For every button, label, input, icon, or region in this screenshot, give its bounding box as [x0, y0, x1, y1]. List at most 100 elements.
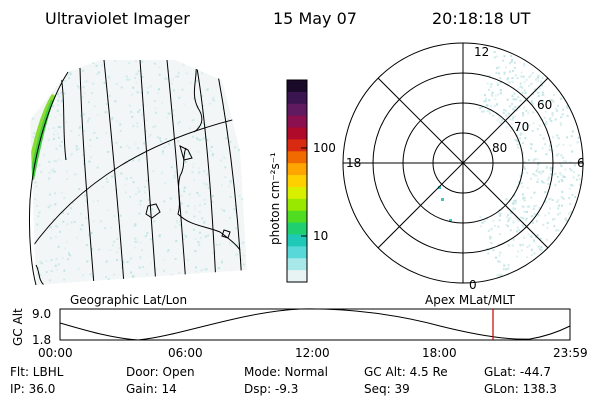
polar-speckle-dot	[548, 212, 551, 215]
geo-speckle-dot	[156, 136, 159, 139]
polar-speckle-dot	[481, 106, 484, 109]
polar-speckle-dot	[489, 112, 492, 115]
polar-speckle-dot	[569, 167, 572, 170]
geo-speckle-dot	[210, 285, 212, 287]
polar-speckle-dot	[497, 243, 500, 246]
geo-speckle-dot	[44, 83, 47, 86]
geo-speckle-dot	[197, 150, 200, 153]
geo-speckle-dot	[57, 158, 60, 161]
polar-speckle-dot	[537, 178, 540, 181]
geo-speckle-dot	[116, 259, 118, 262]
geo-speckle-dot	[213, 68, 216, 71]
geo-speckle-dot	[140, 241, 143, 244]
geo-speckle-dot	[154, 268, 157, 271]
geo-speckle-dot	[76, 85, 79, 88]
geo-speckle-dot	[142, 266, 144, 269]
polar-speckle-dot	[562, 108, 565, 111]
polar-speckle-dot	[512, 220, 515, 223]
mlt-label-18: 18	[346, 156, 361, 170]
geo-speckle-dot	[77, 147, 80, 150]
geo-speckle-dot	[34, 198, 37, 201]
geo-speckle-dot	[223, 209, 226, 212]
geo-speckle-dot	[241, 176, 243, 179]
polar-speckle-dot	[559, 97, 562, 100]
geo-speckle-dot	[248, 221, 250, 223]
geo-speckle-dot	[221, 259, 223, 262]
geo-speckle-dot	[30, 110, 31, 113]
geo-speckle-dot	[57, 125, 60, 128]
geo-speckle-dot	[107, 75, 110, 78]
geo-speckle-dot	[31, 235, 34, 238]
geo-speckle-dot	[186, 259, 189, 262]
polar-speckle-dot	[500, 273, 503, 276]
geo-speckle-dot	[178, 224, 181, 227]
polar-speckle-dot	[510, 122, 513, 125]
geo-speckle-dot	[50, 269, 53, 272]
polar-speckle-dot	[516, 255, 518, 258]
polar-speckle-dot	[535, 174, 538, 177]
geo-speckle-dot	[55, 147, 58, 150]
geo-speckle-dot	[105, 131, 108, 134]
polar-speckle-dot	[569, 160, 572, 163]
mlt-label-6: 6	[577, 156, 585, 170]
polar-speckle-dot	[498, 254, 501, 257]
geo-speckle-dot	[193, 97, 196, 100]
geo-speckle-dot	[135, 193, 138, 196]
geo-speckle-dot	[242, 263, 245, 266]
geo-speckle-dot	[116, 120, 119, 123]
geo-speckle-dot	[97, 248, 100, 251]
geo-speckle-dot	[80, 212, 83, 215]
polar-speckle-dot	[489, 235, 491, 238]
polar-speckle-dot	[526, 246, 529, 249]
geo-speckle-dot	[163, 200, 166, 203]
mlt-label-0: 0	[469, 278, 477, 292]
polar-speckle-dot	[560, 154, 563, 157]
geo-speckle-dot	[51, 72, 54, 75]
geo-speckle-dot	[62, 212, 64, 214]
geo-speckle-dot	[88, 160, 91, 163]
geo-speckle-dot	[111, 118, 114, 121]
polar-bright-pixel	[449, 219, 452, 222]
polar-speckle-dot	[540, 249, 543, 252]
geo-speckle-dot	[48, 177, 51, 180]
geo-speckle-dot	[123, 262, 125, 265]
polar-speckle-dot	[508, 81, 511, 84]
geo-speckle-dot	[172, 89, 175, 92]
polar-speckle-dot	[527, 233, 530, 236]
color-bar-stripe	[287, 115, 307, 129]
geo-speckle-dot	[75, 145, 78, 148]
polar-speckle-dot	[551, 112, 554, 115]
polar-speckle-dot	[513, 92, 516, 95]
geo-speckle-dot	[158, 235, 161, 238]
polar-speckle-dot	[484, 97, 487, 100]
polar-speckle-dot	[556, 175, 559, 178]
geo-speckle-dot	[30, 283, 31, 285]
geo-speckle-dot	[68, 254, 71, 257]
geo-speckle-dot	[87, 120, 89, 123]
geo-speckle-dot	[198, 244, 201, 246]
geo-speckle-dot	[194, 266, 197, 269]
polar-speckle-dot	[502, 268, 505, 271]
polar-speckle-dot	[515, 98, 518, 101]
geo-speckle-dot	[208, 71, 211, 74]
geo-speckle-dot	[235, 114, 238, 117]
polar-speckle-dot	[574, 164, 576, 167]
geo-speckle-dot	[214, 251, 217, 254]
geo-speckle-dot	[135, 73, 138, 76]
polar-speckle-dot	[521, 185, 524, 188]
polar-speckle-dot	[523, 167, 526, 170]
geo-speckle-dot	[136, 91, 139, 94]
polar-speckle-dot	[523, 236, 526, 239]
polar-speckle-dot	[491, 114, 494, 117]
info-ip: IP: 36.0	[10, 382, 55, 396]
polar-speckle-dot	[537, 167, 539, 170]
polar-speckle-dot	[523, 210, 526, 213]
geo-speckle-dot	[227, 118, 229, 121]
geo-speckle-dot	[161, 150, 164, 153]
geo-speckle-dot	[187, 152, 190, 155]
geo-speckle-dot	[233, 69, 236, 72]
polar-speckle-dot	[549, 116, 552, 119]
polar-speckle-dot	[528, 75, 531, 78]
polar-speckle-dot	[516, 140, 519, 143]
geo-speckle-dot	[209, 149, 212, 152]
